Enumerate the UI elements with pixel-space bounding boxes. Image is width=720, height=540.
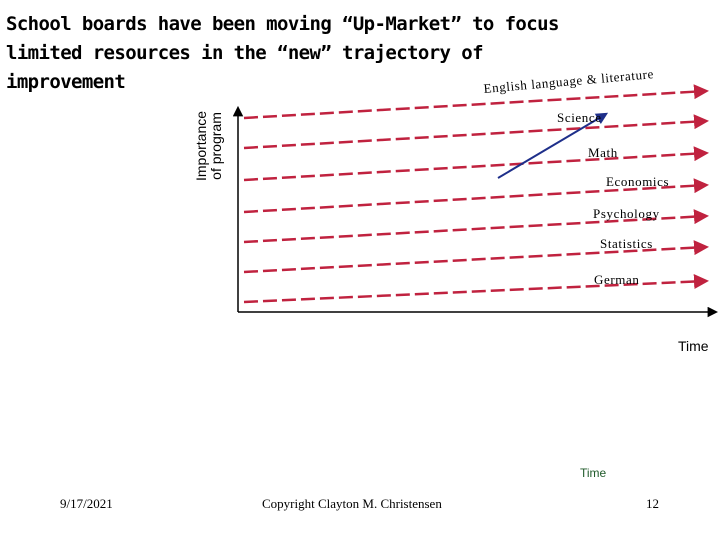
trajectory-line-4 xyxy=(243,178,709,214)
trajectory-line-7 xyxy=(243,274,709,304)
label-statistics: Statistics xyxy=(600,236,653,251)
label-english: English language & literature xyxy=(483,66,654,96)
x-axis-label: Time xyxy=(678,338,709,354)
label-science: Science xyxy=(557,110,602,125)
trajectory-line-2 xyxy=(243,114,709,150)
footer-copyright: Copyright Clayton M. Christensen xyxy=(262,496,442,511)
up-market-arrow xyxy=(497,112,609,179)
trajectory-line-1 xyxy=(243,84,709,120)
trajectory-line-5 xyxy=(243,209,709,244)
label-psychology: Psychology xyxy=(593,206,660,221)
footer-page-number: 12 xyxy=(646,496,659,511)
secondary-time-label: Time xyxy=(580,466,607,480)
label-german: German xyxy=(594,272,639,287)
label-economics: Economics xyxy=(606,174,669,189)
footer-date: 9/17/2021 xyxy=(60,496,113,511)
label-math: Math xyxy=(588,145,618,160)
slide-title: School boards have been moving “Up-Marke… xyxy=(6,13,559,93)
trajectory-line-3 xyxy=(243,146,709,182)
trajectory-line-6 xyxy=(243,240,709,274)
